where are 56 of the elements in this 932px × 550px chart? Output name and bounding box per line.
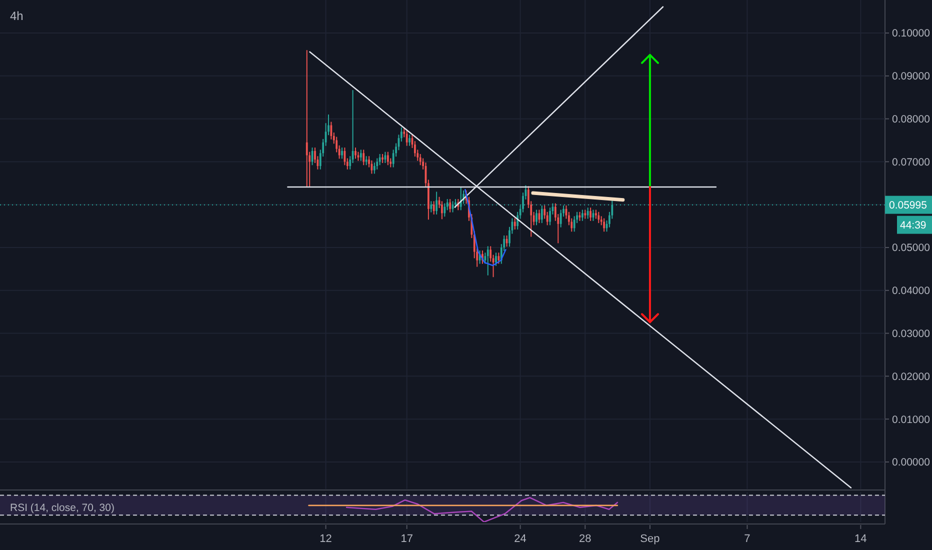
y-tick-label: 0.01000 [892,414,930,426]
candlestick [306,50,308,188]
candlestick [408,134,410,146]
candlestick [406,130,408,146]
y-tick-label: 0.08000 [892,113,930,126]
y-tick-label: 0.10000 [892,28,930,40]
x-tick-label: 12 [320,533,332,545]
candlestick [354,147,356,160]
candlestick [560,209,562,228]
candlestick [444,202,446,218]
candlestick [586,207,589,220]
y-tick-label: 0.09000 [892,70,930,83]
y-tick-label: 0.03000 [892,328,930,340]
candlestick [360,149,362,162]
x-tick-label: 17 [400,533,413,545]
x-tick-label: 14 [854,533,867,545]
candlestick [595,209,597,220]
candlestick [486,246,489,276]
x-tick-label: 7 [744,533,750,545]
candlestick [378,153,381,166]
text: 4h [10,9,24,23]
candlestick [432,200,435,215]
y-tick-label: 0.02000 [892,370,930,383]
candlestick [373,162,376,174]
chart-title: RSI (14, close, 70, 30) [10,502,114,514]
candlestick [590,207,592,222]
x-tick-label: 24 [514,533,526,545]
candlestick [514,218,516,230]
candlestick [441,200,443,220]
candlestick [341,147,343,160]
candlestick [581,209,584,222]
x-tick-label: 28 [579,533,592,545]
candlestick [419,153,422,166]
candlestick [386,151,389,166]
candlestick [584,209,586,220]
y-tick-label: 0.04000 [892,285,930,298]
ref-line-label: 0.05995 [889,199,928,212]
candlestick [436,191,438,215]
y-tick-label: 0.07000 [892,156,930,168]
candlestick [376,158,378,170]
y-tick-label: 0.00000 [892,456,930,469]
candlestick [540,204,543,224]
candlestick [362,149,365,166]
candlestick [382,153,384,164]
candlestick [365,156,368,166]
candlestick [498,252,500,264]
text: 44:39 [900,219,926,232]
x-tick-label: Sep [640,533,660,545]
candlestick [598,211,600,224]
candlestick [573,216,576,232]
candlestick [495,252,497,266]
y-tick-label: 0.05000 [892,242,930,254]
candlestick [549,207,551,226]
candlestick [449,198,452,213]
candlestick [536,209,538,226]
candlestick [603,218,605,232]
